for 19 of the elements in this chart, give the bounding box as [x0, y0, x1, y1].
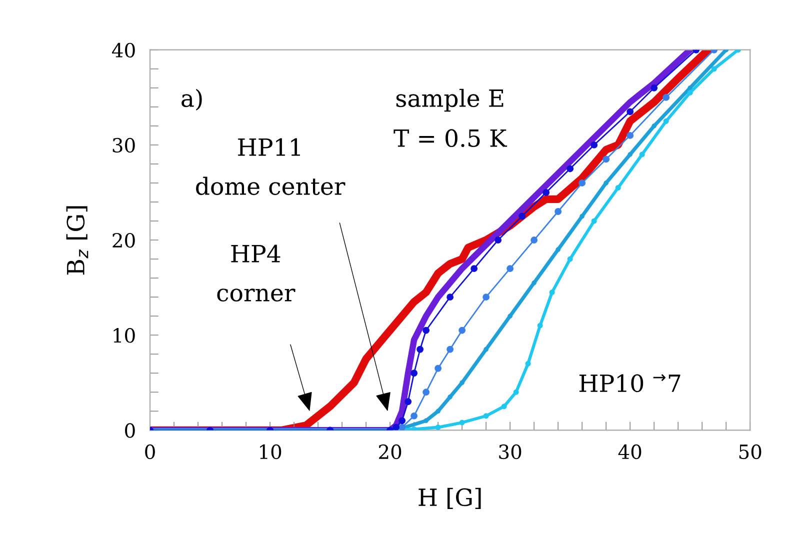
y-tick-label: 0 [125, 423, 135, 438]
y-tick-label: 30 [112, 138, 135, 153]
annotation: HP4 corner [217, 244, 296, 302]
y-tick-label: 40 [112, 42, 135, 58]
x-tick-label: 30 [499, 444, 522, 460]
x-tick-label: 40 [618, 444, 642, 460]
x-tick-label: 50 [739, 444, 762, 460]
annotation: HP10 $^{→}$7 [579, 374, 680, 392]
annotation: HP11 dome center [196, 138, 346, 196]
annotation: sample E [396, 88, 504, 112]
annotation: T = 0.5 K [394, 129, 508, 148]
x-tick-label: 0 [145, 444, 155, 460]
y-tick-label: 10 [114, 328, 135, 343]
x-tick-label: 10 [260, 444, 282, 460]
x-tick-label: 20 [379, 444, 402, 460]
y-tick-label: 20 [112, 232, 135, 248]
annotation: a) [182, 88, 202, 110]
y-axis-title: B$_{z}$ [G] [66, 206, 88, 275]
x-axis-title: H [G] [418, 488, 481, 509]
